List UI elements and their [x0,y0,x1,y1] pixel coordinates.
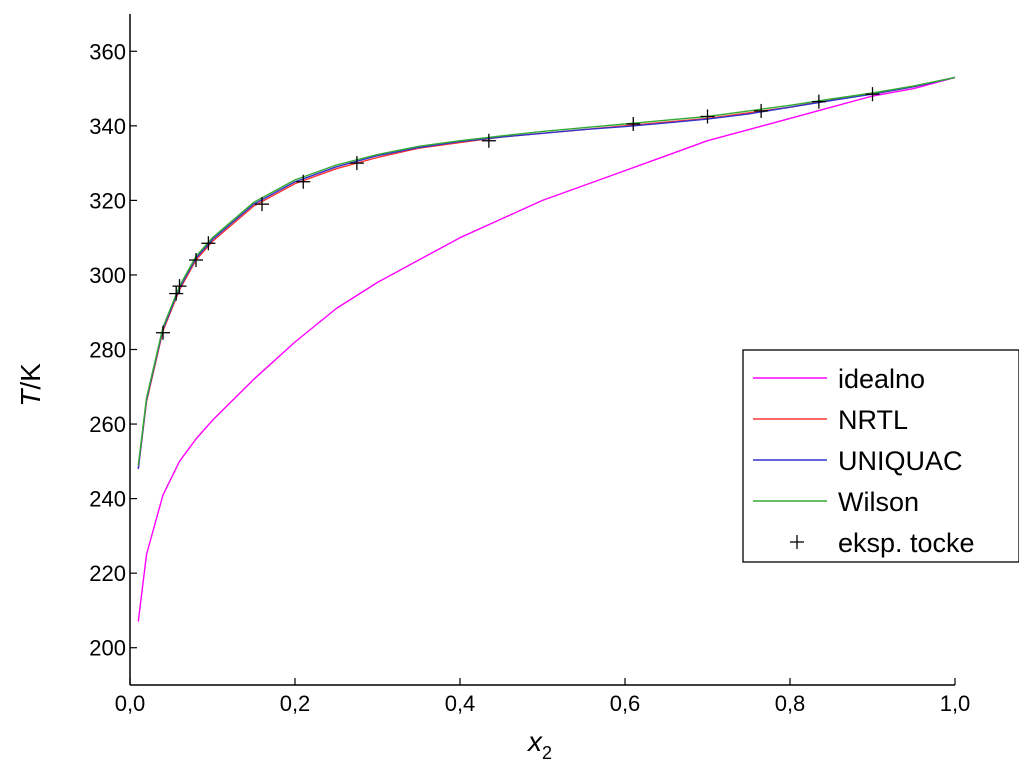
y-tick-label: 320 [89,188,126,213]
x-axis-label-subscript: 2 [542,743,552,763]
data-point [169,286,184,301]
data-point [865,87,880,102]
data-point [156,325,170,340]
x-tick-label: 0,4 [445,691,476,716]
y-axis-label-symbol: T [15,388,46,407]
y-tick-label: 240 [89,487,126,512]
legend-label: idealno [838,364,925,394]
data-point [189,253,203,268]
data-point [481,133,496,148]
axes [129,14,956,686]
y-tick-label: 280 [89,338,126,363]
x-tick-label: 0,0 [115,691,146,716]
data-point [811,94,826,109]
legend: idealno NRTL UNIQUAC Wilson eksp. tocke [742,349,1019,563]
x-axis-label: x2 [526,726,552,763]
legend-label: Wilson [838,487,919,517]
data-point [349,156,364,171]
data-point [754,103,769,118]
y-tick-label: 300 [89,263,126,288]
legend-label: NRTL [838,405,908,435]
x-axis-label-symbol: x [526,726,543,757]
x-tick-label: 0,2 [280,691,311,716]
y-tick-label: 360 [89,39,126,64]
data-point [255,197,269,212]
y-axis-label: T/K [15,363,46,407]
legend-swatch [790,535,804,549]
series-line-wilson [137,76,956,466]
y-axis-label-unit: /K [15,363,46,390]
data-point [172,279,187,294]
legend-box [742,349,1019,563]
legend-label: eksp. tocke [838,528,975,558]
x-tick-label: 1,0 [940,691,971,716]
legend-label: UNIQUAC [838,446,963,476]
x-tick-label: 0,6 [610,691,641,716]
y-tick-label: 200 [89,636,126,661]
series-layer [137,76,956,622]
data-point [201,236,216,251]
data-point [296,174,311,189]
y-tick-label: 220 [89,561,126,586]
y-tick-label: 340 [89,114,126,139]
axis-labels: T/K x2 [15,363,552,763]
series-line-idealno [137,76,956,622]
data-point [626,116,641,131]
tick-labels: 200 220 240 260 280 300 320 340 360 0,0 0,2 0,4 0,6 0… [89,39,970,716]
x-tick-label: 0,8 [775,691,806,716]
series-line-uniquac [137,76,956,469]
data-point [700,109,715,124]
y-tick-label: 260 [89,412,126,437]
